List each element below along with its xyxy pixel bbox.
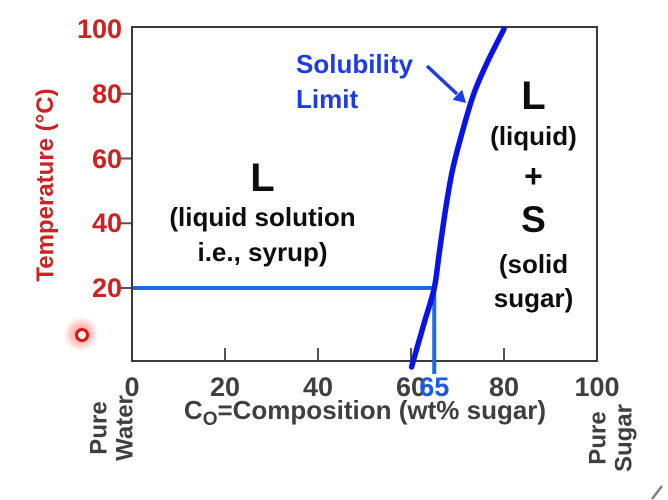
callout-arrow-shaft — [425, 64, 459, 96]
x-tick-label-100: 100 — [574, 372, 620, 402]
x-tick-label-80: 80 — [488, 372, 520, 402]
two-phase-desc-liquid: (liquid) — [490, 121, 577, 151]
two-phase-desc-solid1: (solid — [498, 249, 569, 279]
two-phase-desc-solid2: sugar) — [493, 283, 574, 313]
liquid-region-symbol: L — [250, 156, 275, 200]
two-phase-region-label: L (liquid) + S (solid sugar) — [466, 74, 601, 315]
x-tick-label-20: 20 — [209, 372, 241, 402]
liquid-region-desc2: i.e., syrup) — [197, 237, 328, 267]
x-tick-label-40: 40 — [302, 372, 334, 402]
callout-line1: Solubility — [296, 49, 413, 79]
liquid-region-label: L (liquid solution i.e., syrup) — [140, 156, 385, 270]
y-tick-label-40: 40 — [91, 208, 122, 239]
x-tick-label-65-highlighted: 65 — [419, 372, 450, 402]
liquid-region-desc1: (liquid solution — [169, 202, 356, 232]
two-phase-symbol-liquid: L — [521, 74, 546, 118]
corner-mark — [651, 485, 663, 500]
pure-sugar-line1: Pure — [584, 411, 612, 465]
x-axis-title: CO=Composition (wt% sugar) — [150, 395, 580, 429]
x-tick-label-0: 0 — [124, 372, 140, 402]
pure-sugar-line2: Sugar — [610, 404, 638, 473]
solubility-limit-callout: Solubility Limit — [296, 47, 413, 117]
x-axis-title-subscript: O — [202, 409, 218, 431]
solubility-limit-curve — [408, 26, 507, 370]
y-tick-label-20: 20 — [91, 273, 122, 303]
laser-pointer-dot — [64, 317, 98, 351]
callout-line2: Limit — [296, 84, 359, 114]
y-tick-label-80: 80 — [91, 78, 122, 109]
plot-border — [131, 26, 598, 362]
callout-arrow-head — [452, 89, 466, 103]
y-tick-label-60: 60 — [91, 143, 122, 174]
pure-sugar-label: Pure Sugar — [584, 396, 638, 481]
two-phase-plus-sign: + — [524, 158, 543, 194]
two-phase-symbol-solid: S — [521, 199, 546, 240]
y-tick-label-100: 100 — [76, 14, 122, 44]
laser-pointer-ring — [75, 328, 89, 342]
x-axis-title-symbol: C — [183, 395, 203, 425]
x-axis-title-text: =Composition (wt% sugar) — [217, 395, 547, 425]
x-tick-label-60: 60 — [395, 372, 427, 402]
